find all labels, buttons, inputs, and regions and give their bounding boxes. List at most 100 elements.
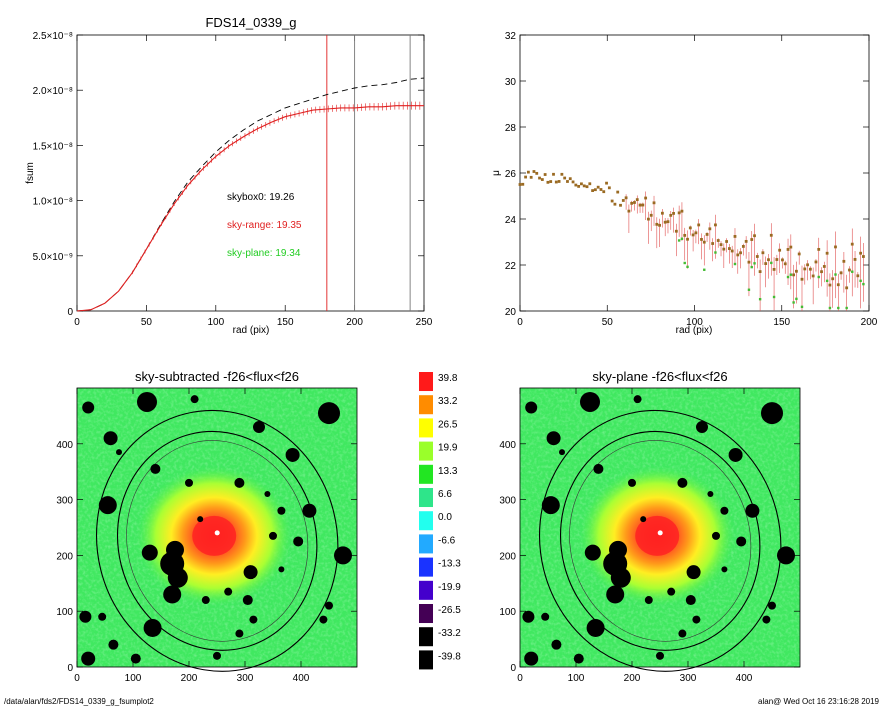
data-point — [683, 233, 687, 237]
masked-star — [762, 615, 771, 624]
data-point — [540, 178, 544, 181]
colorbar-label: 19.9 — [438, 443, 458, 454]
y-tick-label: 24 — [505, 215, 517, 226]
data-point — [708, 227, 712, 231]
masked-star — [81, 651, 96, 666]
data-point — [686, 237, 689, 241]
panel1-ylabel: fsum — [25, 162, 36, 184]
masked-star — [108, 639, 119, 650]
y-tick-label: 2.5×10⁻⁸ — [33, 31, 73, 42]
data-point — [666, 220, 670, 224]
data-point — [613, 202, 617, 206]
data-point — [638, 203, 642, 207]
data-point — [518, 183, 522, 186]
data-point — [828, 283, 832, 287]
colorbar-label: 26.5 — [438, 419, 458, 430]
data-point — [616, 190, 620, 194]
galaxy-core — [635, 515, 680, 556]
panel3-axes: 0 100 200 300 400 0 100 200 300 400 — [56, 388, 357, 684]
data-point — [605, 181, 608, 185]
masked-star — [692, 615, 701, 624]
data-point — [694, 231, 698, 235]
data-point-alt — [800, 305, 804, 309]
data-point — [619, 203, 622, 207]
data-point-alt — [758, 297, 762, 301]
data-point — [767, 258, 770, 262]
colorbar-swatch — [419, 627, 433, 647]
data-point-alt — [683, 261, 686, 265]
data-point — [521, 182, 525, 186]
data-point — [820, 270, 823, 274]
masked-star — [610, 567, 631, 588]
data-point — [792, 273, 796, 277]
x-tick-label: 0 — [517, 317, 523, 328]
colorbar-swatch — [419, 418, 433, 438]
data-point — [744, 239, 748, 243]
y-tick-label: 0 — [67, 307, 73, 318]
colorbar-label: -13.3 — [438, 559, 461, 570]
data-point — [806, 263, 809, 267]
image-sky-plane — [520, 388, 800, 672]
y-tick-label: 22 — [505, 261, 517, 272]
data-point — [549, 180, 553, 183]
masked-star — [150, 463, 161, 474]
masked-star — [277, 506, 286, 515]
data-point-alt — [859, 279, 862, 283]
data-point — [571, 180, 575, 184]
annotation-sky-plane: sky-plane: 19.34 — [227, 248, 301, 259]
data-point-alt — [817, 275, 820, 279]
aperture-inner — [116, 430, 318, 651]
data-point-alt — [825, 279, 829, 283]
x-tick-label: 0 — [74, 317, 80, 328]
panel-sky-subtracted: sky-subtracted -f26<flux<f26 0 100 200 300 4… — [56, 369, 358, 684]
data-point — [596, 185, 600, 189]
data-point — [753, 234, 756, 238]
panel3-frame — [76, 387, 358, 668]
data-point — [697, 223, 701, 227]
masked-star — [79, 610, 92, 623]
data-point-alt — [837, 306, 840, 310]
data-point — [526, 170, 530, 174]
y-tick-label: 200 — [56, 551, 73, 562]
masked-star — [777, 546, 795, 565]
x-tick-label: 200 — [624, 673, 641, 684]
data-point — [674, 229, 678, 233]
galaxy-nucleus — [214, 530, 220, 536]
masked-star — [285, 447, 300, 462]
data-point — [714, 223, 717, 227]
masked-star — [130, 653, 141, 664]
colorbar-swatch — [419, 372, 433, 392]
data-point — [862, 255, 865, 258]
data-point — [630, 201, 634, 205]
data-point-alt — [747, 288, 751, 291]
masked-star — [143, 618, 162, 637]
aperture-inner — [559, 430, 761, 651]
data-point — [814, 260, 818, 264]
panel-sky-plane: sky-plane -f26<flux<f26 0 100 200 300 400 0 10… — [499, 369, 801, 684]
y-tick-label: 400 — [499, 440, 516, 451]
data-point — [711, 242, 715, 245]
masked-star — [541, 612, 550, 621]
masked-star — [551, 639, 562, 650]
data-point — [677, 211, 681, 215]
data-point — [741, 245, 745, 248]
masked-star — [319, 615, 328, 624]
data-point — [848, 268, 851, 272]
data-point-alt — [703, 268, 706, 271]
data-point — [856, 274, 860, 278]
data-point — [624, 196, 628, 200]
data-point — [652, 201, 656, 205]
masked-star — [712, 531, 720, 540]
masked-star — [190, 395, 199, 404]
colorbar-swatch — [419, 580, 433, 600]
data-point — [669, 213, 673, 217]
data-point — [778, 248, 782, 252]
y-tick-label: 0 — [510, 663, 516, 674]
data-point — [859, 251, 863, 255]
x-tick-label: 100 — [568, 673, 585, 684]
data-point — [621, 199, 625, 202]
masked-star — [224, 587, 233, 596]
data-point — [702, 240, 706, 244]
data-point-alt — [792, 301, 795, 304]
series-sky-subtracted-line — [76, 105, 424, 312]
